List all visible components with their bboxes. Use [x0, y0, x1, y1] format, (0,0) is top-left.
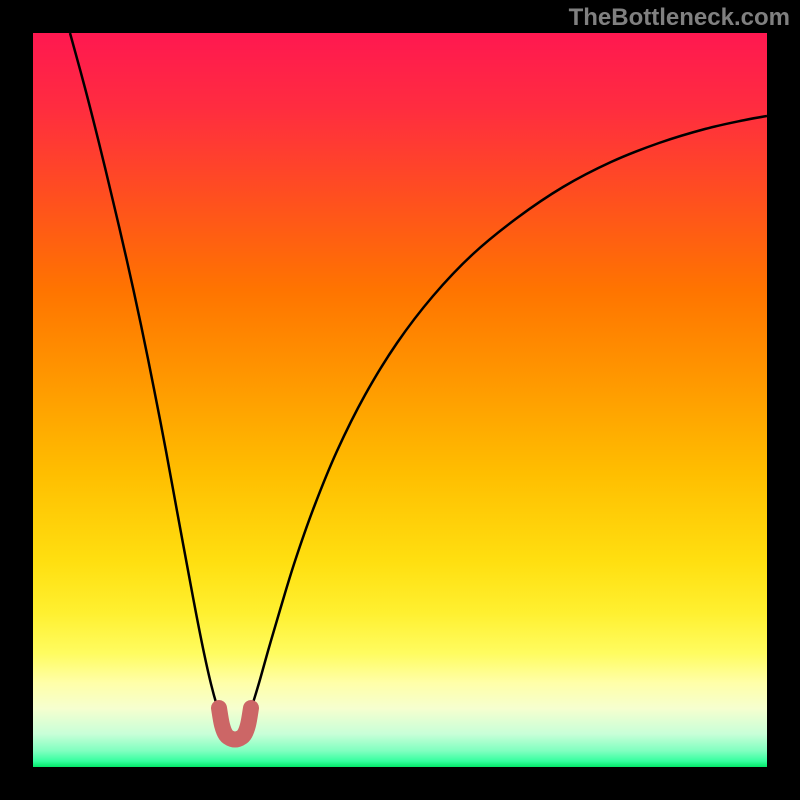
curve-right-branch	[247, 116, 767, 721]
curve-layer	[33, 33, 767, 767]
plot-area	[33, 33, 767, 767]
watermark-text: TheBottleneck.com	[569, 4, 790, 32]
optimal-u-marker	[219, 708, 251, 740]
curve-left-branch	[70, 33, 222, 721]
chart-viewport: TheBottleneck.com	[0, 0, 800, 800]
